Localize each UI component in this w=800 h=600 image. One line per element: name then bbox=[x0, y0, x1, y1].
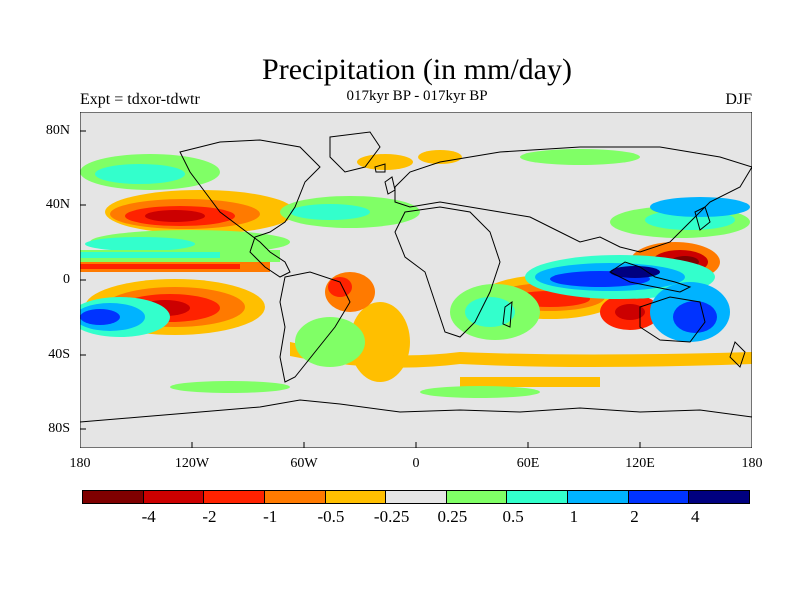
coastline-new-zealand bbox=[729, 341, 746, 368]
anomaly-patch bbox=[290, 342, 752, 368]
coastline-madagascar bbox=[502, 300, 513, 328]
colorbar-label: 2 bbox=[630, 507, 639, 526]
coastline-australia bbox=[639, 296, 706, 343]
anomaly-patch bbox=[80, 264, 240, 269]
colorbar-label: 4 bbox=[691, 507, 700, 526]
colorbar-label: -4 bbox=[141, 507, 156, 526]
colorbar-label: -1 bbox=[263, 507, 278, 526]
colorbar-label: -0.25 bbox=[373, 507, 410, 526]
coastline-antarctica bbox=[80, 399, 752, 423]
coastline-uk-iceland bbox=[374, 163, 396, 195]
anomaly-patch bbox=[145, 210, 205, 222]
colorbar-segment bbox=[204, 491, 265, 503]
anomaly-patch bbox=[85, 237, 195, 251]
colorbar-segment bbox=[446, 491, 508, 503]
coastline-europe-asia bbox=[394, 146, 752, 253]
anomaly-patch bbox=[650, 197, 750, 217]
anomaly-patch bbox=[615, 304, 645, 320]
colorbar-label: 1 bbox=[569, 507, 579, 526]
lon-label: 60E bbox=[516, 456, 540, 471]
colorbar-segment bbox=[689, 491, 750, 503]
period-label: 017kyr BP - 017kyr BP bbox=[346, 88, 488, 104]
anomaly-patch bbox=[170, 381, 290, 393]
colorbar-segment bbox=[325, 491, 387, 503]
coastline-maritime-continent bbox=[609, 261, 692, 293]
anomaly-patch bbox=[460, 377, 600, 387]
lat-label: 80S bbox=[48, 421, 70, 436]
anomaly-patch bbox=[290, 204, 370, 220]
lon-label: 0 bbox=[412, 456, 420, 471]
colorbar bbox=[82, 490, 750, 504]
colorbar-segment bbox=[568, 491, 629, 503]
anomaly-patch bbox=[80, 252, 220, 258]
coastline-south-america bbox=[279, 271, 351, 383]
lon-label: 180 bbox=[741, 456, 763, 471]
map-panel bbox=[80, 112, 752, 448]
season-label: DJF bbox=[725, 91, 752, 108]
colorbar-segment bbox=[628, 491, 690, 503]
coastline-north-america bbox=[179, 139, 321, 278]
tick-marks bbox=[80, 130, 641, 448]
lon-label: 180 bbox=[69, 456, 91, 471]
precipitation-map bbox=[80, 112, 752, 448]
colorbar-segment bbox=[83, 491, 144, 503]
colorbar-label: 0.5 bbox=[502, 507, 524, 526]
anomaly-patch bbox=[610, 266, 660, 278]
lon-label: 120E bbox=[625, 456, 655, 471]
experiment-label: Expt = tdxor-tdwtr bbox=[80, 91, 200, 108]
anomaly-patch bbox=[465, 297, 515, 327]
anomaly-patch bbox=[673, 301, 717, 333]
colorbar-segment bbox=[507, 491, 569, 503]
colorbar-segment bbox=[386, 491, 447, 503]
colorbar-label: -2 bbox=[202, 507, 217, 526]
anomaly-patch bbox=[95, 164, 185, 184]
coastlines bbox=[80, 131, 752, 423]
anomaly-patch bbox=[80, 309, 120, 325]
colorbar-label: -0.5 bbox=[317, 507, 345, 526]
coastline-greenland bbox=[329, 131, 381, 173]
coastline-japan bbox=[694, 206, 711, 231]
anomaly-patch bbox=[328, 277, 352, 297]
coastline-africa bbox=[394, 206, 501, 338]
anomaly-patch bbox=[357, 154, 413, 170]
lon-label: 120W bbox=[174, 456, 210, 471]
lat-label: 80N bbox=[45, 123, 70, 138]
colorbar-segment bbox=[143, 491, 205, 503]
anomaly-patch bbox=[295, 317, 365, 367]
plot-title: Precipitation (in mm/day) bbox=[262, 53, 572, 86]
lon-label: 60W bbox=[290, 456, 318, 471]
anomaly-patch bbox=[520, 149, 640, 165]
lat-label: 40S bbox=[48, 347, 70, 362]
colorbar-segment bbox=[264, 491, 326, 503]
lat-label: 40N bbox=[45, 197, 70, 212]
anomaly-patch bbox=[420, 386, 540, 398]
colorbar-label: 0.25 bbox=[437, 507, 468, 526]
lat-label: 0 bbox=[63, 272, 70, 287]
